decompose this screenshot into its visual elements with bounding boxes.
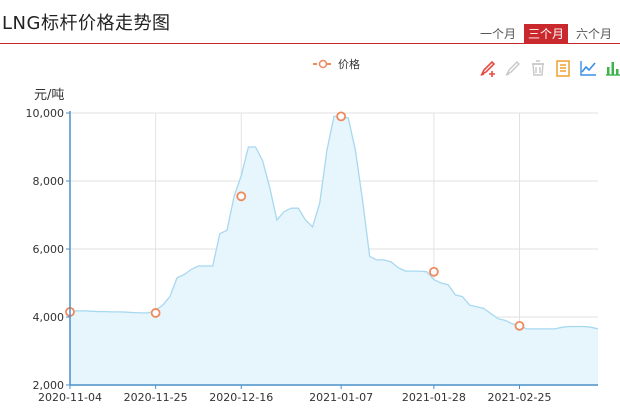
mark-undo-icon[interactable] [503, 58, 523, 78]
y-axis-ticks: 2,000 4,000 6,000 8,000 10,000 [26, 107, 70, 392]
price-point [236, 191, 247, 202]
range-tab-one-month[interactable]: 一个月 [479, 27, 516, 41]
legend-label: 价格 [338, 58, 360, 71]
y-tick-label: 4,000 [33, 311, 65, 324]
y-tick-label: 8,000 [33, 175, 65, 188]
y-axis-unit-label: 元/吨 [34, 88, 65, 103]
price-line [69, 115, 599, 330]
mark-pen-icon[interactable] [478, 58, 498, 78]
range-tab-three-months[interactable]: 三个月 [523, 24, 568, 44]
chart-axes [69, 111, 598, 386]
legend-line-marker-icon [313, 59, 333, 69]
x-tick-label: 2021-02-25 [488, 391, 552, 404]
y-tick-label: 10,000 [26, 107, 65, 120]
line-chart-icon[interactable] [578, 58, 598, 78]
range-tab-six-months[interactable]: 六个月 [575, 27, 612, 41]
chart-toolbox [478, 58, 620, 78]
chart-legend[interactable]: 价格 [312, 56, 360, 72]
data-view-icon[interactable] [553, 58, 573, 78]
x-tick-label: 2020-11-04 [38, 391, 102, 404]
price-point [150, 308, 161, 318]
y-tick-label: 2,000 [33, 379, 65, 392]
x-tick-label: 2021-01-28 [402, 391, 466, 404]
price-area [70, 116, 598, 386]
price-point [428, 266, 439, 277]
x-tick-label: 2020-12-16 [209, 391, 273, 404]
x-tick-label: 2020-11-25 [124, 391, 188, 404]
x-axis-ticks: 2020-11-04 2020-11-25 2020-12-16 2021-01-07… [38, 385, 551, 404]
y-tick-label: 6,000 [33, 243, 65, 256]
price-point [336, 111, 347, 122]
chart-header: LNG标杆价格走势图 一个月 三个月 六个月 [0, 0, 620, 44]
bar-chart-icon[interactable] [603, 58, 620, 78]
chart-area [69, 115, 599, 386]
chart-title: LNG标杆价格走势图 [2, 13, 171, 34]
price-point [514, 320, 525, 331]
mark-clear-icon[interactable] [528, 58, 548, 78]
range-tabs: 一个月 三个月 六个月 [476, 24, 616, 44]
x-tick-label: 2021-01-07 [309, 391, 373, 404]
